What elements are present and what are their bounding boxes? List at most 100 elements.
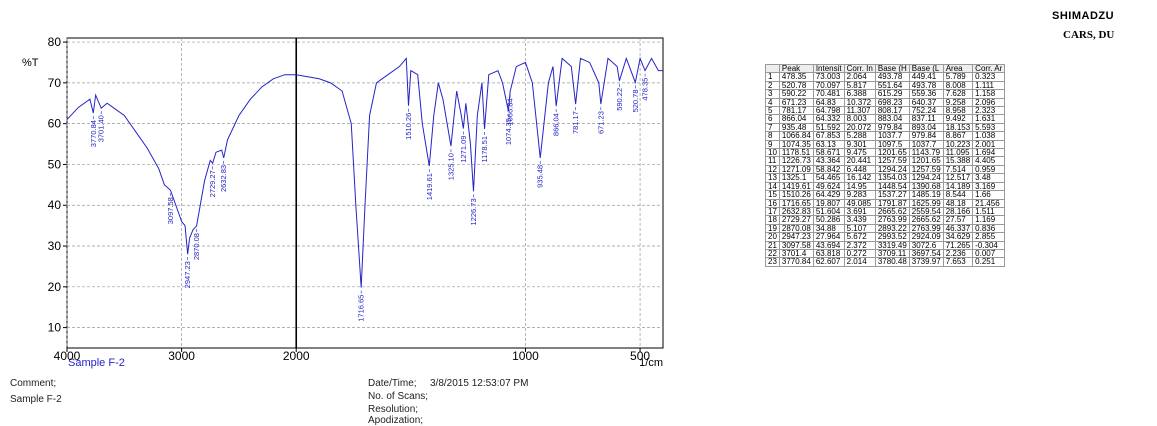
table-cell: 3770.84 bbox=[778, 257, 814, 267]
table-cell: 7.628 bbox=[942, 89, 974, 99]
table-cell: 1510.26 bbox=[778, 190, 814, 200]
table-row: 23 3770.84 62.607 2.014 3780.48 3739.97 7.653 0… bbox=[765, 257, 1006, 267]
table-cell: 50.286 bbox=[812, 215, 845, 225]
table-cell: 1.158 bbox=[972, 89, 1006, 99]
y-tick-label: 20 bbox=[48, 280, 62, 294]
table-header-row: Peak Intensit Corr. In Base (H Base (L Area Co… bbox=[765, 63, 1006, 74]
y-tick-label: 10 bbox=[48, 321, 62, 335]
peak-label: 1510.26 bbox=[404, 113, 413, 140]
peak-label: 2947.23 bbox=[183, 261, 192, 288]
y-tick-label: 80 bbox=[48, 35, 62, 49]
x-tick-label: 500 bbox=[630, 349, 650, 363]
table-row: 18 2729.27 50.286 3.439 2763.99 2665.62 27.57 1… bbox=[765, 215, 1006, 225]
y-tick-label: 40 bbox=[48, 198, 62, 212]
x-axis-label: 1/cm bbox=[639, 357, 663, 369]
resolution-label: Resolution; bbox=[368, 404, 419, 415]
peak-label: 1074.35 bbox=[504, 118, 513, 145]
table-cell: 5.672 bbox=[843, 232, 876, 242]
peak-label: 1178.51 bbox=[480, 136, 489, 163]
peak-label: 590.22 bbox=[615, 88, 624, 111]
table-cell: 7.653 bbox=[942, 257, 974, 267]
table-cell: 1354.03 bbox=[874, 173, 910, 183]
table-cell: 23 bbox=[765, 257, 780, 267]
lab-name: CARS, DU bbox=[1063, 29, 1115, 41]
comment: Sample F-2 bbox=[10, 394, 62, 405]
table-cell: 5.288 bbox=[843, 131, 876, 141]
table-row: 20 2947.23 27.964 5.672 2993.52 2924.09 34.629… bbox=[765, 232, 1006, 242]
y-tick-label: 70 bbox=[48, 76, 62, 90]
chart: %T 1/cm Sample F-2 10 20 30 40 50 60 70 80 4000 3… bbox=[22, 35, 664, 369]
table-cell: 6.388 bbox=[843, 89, 876, 99]
table-cell: 64.429 bbox=[812, 190, 845, 200]
table-cell: 3739.97 bbox=[908, 257, 944, 267]
date-label: Date/Time; bbox=[368, 378, 417, 389]
table-cell: 2924.09 bbox=[908, 232, 944, 242]
date: 3/8/2015 12:53:07 PM bbox=[430, 378, 529, 389]
table-cell: 2947.23 bbox=[778, 232, 814, 242]
table-row: 9 1074.35 63.13 9.301 1097.5 1037.7 10.223 2.00… bbox=[765, 139, 1006, 150]
table-row: 17 2632.83 51.604 3.691 2665.62 2559.54 28.166… bbox=[765, 206, 1006, 217]
table-cell: 70.481 bbox=[812, 89, 845, 99]
table-cell: 12.517 bbox=[942, 173, 974, 183]
table-cell: 0.251 bbox=[972, 257, 1006, 267]
table-row: 15 1510.26 64.429 9.283 1537.27 1485.19 8.544 1… bbox=[765, 190, 1006, 200]
peak-label: 2632.83 bbox=[219, 165, 228, 192]
table-row: 13 1325.1 54.465 16.142 1354.03 1294.24 12.517… bbox=[765, 173, 1006, 183]
table-row: 12 1271.09 58.842 6.448 1294.24 1257.59 7.514 0… bbox=[765, 164, 1006, 175]
table-cell: 2993.52 bbox=[874, 232, 910, 242]
table-cell: 2.855 bbox=[972, 232, 1006, 242]
peak-label: 1226.73 bbox=[469, 198, 478, 225]
table-cell: 18 bbox=[765, 215, 780, 225]
table-cell: 20 bbox=[765, 232, 780, 242]
x-tick-label: 4000 bbox=[54, 349, 81, 363]
peak-label: 1325.10 bbox=[446, 153, 455, 180]
peak-label: 1271.09 bbox=[459, 136, 468, 163]
table-cell: 3780.48 bbox=[874, 257, 910, 267]
table-row: 5 781.17 64.798 11.307 808.17 752.24 8.958 2.32… bbox=[765, 106, 1006, 116]
scans-label: No. of Scans; bbox=[368, 391, 429, 402]
brand: SHIMADZU bbox=[1052, 10, 1115, 22]
peak-label: 2870.08 bbox=[192, 233, 201, 260]
table-cell: 9.283 bbox=[843, 190, 876, 200]
table-row: 3 590.22 70.481 6.388 615.29 559.36 7.628 1.158 bbox=[765, 89, 1006, 99]
table-cell: 1294.24 bbox=[908, 173, 944, 183]
y-tick-label: 50 bbox=[48, 157, 62, 171]
table-cell: 13 bbox=[765, 173, 780, 183]
table-cell: 3.48 bbox=[972, 173, 1006, 183]
table-cell: 1.038 bbox=[972, 131, 1006, 141]
x-tick-label: 3000 bbox=[168, 349, 195, 363]
table-cell: 27.964 bbox=[812, 232, 845, 242]
table-cell: 8.867 bbox=[942, 131, 974, 141]
table-cell: 559.36 bbox=[908, 89, 944, 99]
table-row: 10 1178.51 58.671 9.475 1201.65 1143.79 11.095… bbox=[765, 148, 1006, 158]
table-cell: 615.29 bbox=[874, 89, 910, 99]
table-cell: 62.607 bbox=[812, 257, 845, 267]
peak-label: 671.23 bbox=[596, 111, 605, 134]
apodization-label: Apodization; bbox=[368, 415, 424, 426]
peak-label: 866.04 bbox=[552, 113, 561, 136]
table-cell: 1537.27 bbox=[874, 190, 910, 200]
table-cell: 1485.19 bbox=[908, 190, 944, 200]
peak-label: 935.48 bbox=[536, 165, 545, 188]
peak-label: 3701.40 bbox=[97, 115, 106, 142]
peak-label: 1419.61 bbox=[425, 173, 434, 200]
table-cell: 8 bbox=[765, 131, 780, 141]
table-cell: 2763.99 bbox=[874, 215, 910, 225]
peak-label: 478.35 bbox=[641, 78, 650, 101]
table-cell: 15 bbox=[765, 190, 780, 200]
table-row: 19 2870.08 34.88 5.107 2893.22 2763.99 46.337 0… bbox=[765, 223, 1006, 234]
table-row: 7 935.48 51.592 20.072 979.84 893.04 18.153 5.5… bbox=[765, 122, 1006, 133]
table-row: 11 1226.73 43.364 20.441 1257.59 1201.65 15.38… bbox=[765, 156, 1006, 166]
peak-label: 3097.58 bbox=[166, 197, 175, 224]
table-cell: 54.465 bbox=[812, 173, 845, 183]
table-cell: 2729.27 bbox=[778, 215, 814, 225]
table-cell: 2665.62 bbox=[908, 215, 944, 225]
peak-label: 781.17 bbox=[571, 111, 580, 134]
table-cell: 1.169 bbox=[972, 215, 1006, 225]
peak-label: 2729.27 bbox=[208, 170, 217, 197]
table-cell: 3 bbox=[765, 89, 780, 99]
y-tick-label: 30 bbox=[48, 239, 62, 253]
table-cell: 34.629 bbox=[942, 232, 974, 242]
peak-label: 3770.84 bbox=[89, 120, 98, 147]
table-cell: 1325.1 bbox=[778, 173, 814, 183]
